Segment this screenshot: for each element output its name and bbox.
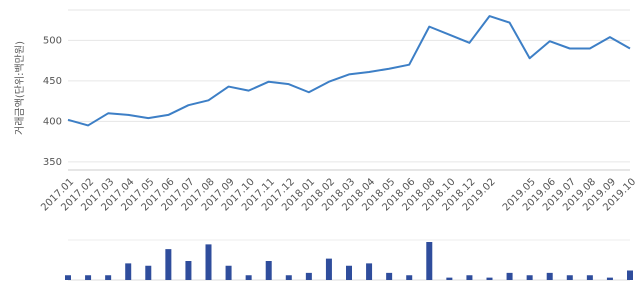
- volume-bar: [285, 275, 292, 280]
- volume-bar: [546, 272, 553, 280]
- line-series: [67, 15, 631, 127]
- volume-bar: [85, 275, 92, 280]
- volume-bar: [105, 275, 112, 280]
- volume-bar: [627, 270, 633, 280]
- y-tick-label: 350: [43, 157, 62, 168]
- volume-bar: [566, 275, 573, 280]
- volume-bar: [165, 249, 172, 280]
- volume-bar: [125, 263, 132, 280]
- volume-bar: [526, 275, 533, 280]
- volume-bar: [145, 265, 152, 280]
- volume-bar: [606, 277, 613, 280]
- volume-bar: [386, 272, 393, 280]
- volume-bar: [366, 263, 373, 280]
- y-axis-label: 거래금액(단위:백만원): [13, 41, 26, 135]
- volume-bar: [225, 265, 232, 280]
- volume-bar: [245, 275, 252, 280]
- volume-bar: [346, 265, 352, 280]
- y-tick-label: 450: [43, 76, 62, 87]
- volume-bar: [325, 258, 332, 280]
- volume-bar: [265, 261, 272, 280]
- volume-bar: [65, 275, 71, 280]
- volume-bar: [446, 277, 453, 280]
- y-tick-label: 400: [43, 116, 62, 127]
- volume-bar: [185, 261, 192, 280]
- volume-bar: [466, 275, 473, 280]
- volume-bar: [486, 277, 493, 280]
- y-tick-label: 500: [43, 35, 62, 46]
- volume-bar: [305, 272, 312, 280]
- volume-bar: [506, 272, 513, 280]
- volume-bar: [205, 244, 212, 280]
- volume-bar: [426, 242, 433, 280]
- volume-bar: [586, 275, 593, 280]
- volume-bar: [406, 275, 413, 280]
